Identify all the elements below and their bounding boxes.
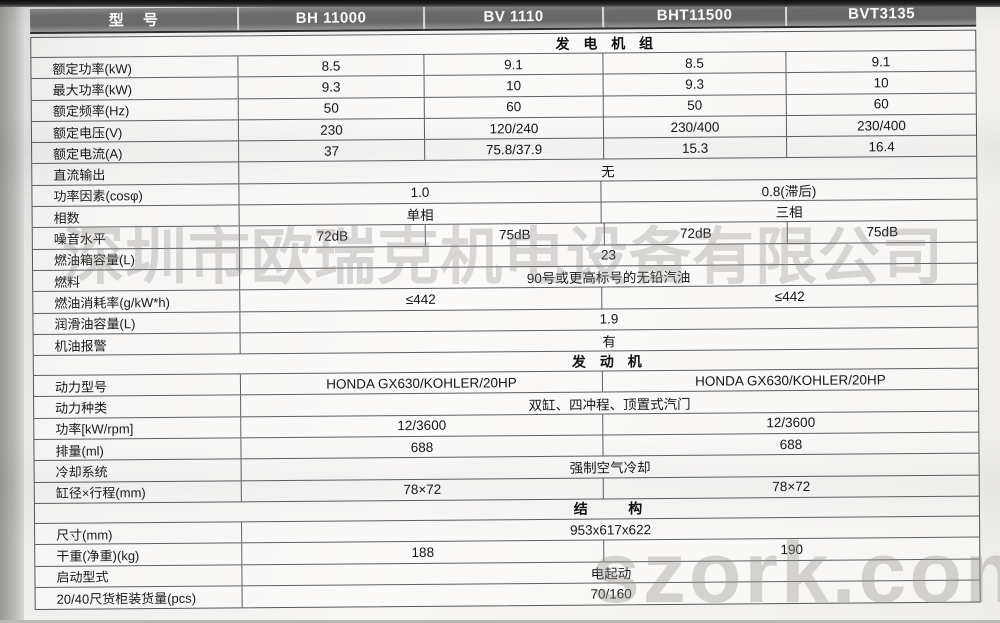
- section-spacer: [35, 502, 242, 523]
- spec-value: 230: [238, 118, 426, 141]
- row-label: 噪音水平: [32, 226, 240, 249]
- section-spacer: [31, 36, 238, 57]
- spec-value: 16.4: [868, 139, 895, 155]
- spec-value: HONDA GX630/KOHLER/20HP: [240, 371, 604, 395]
- row-label: 相数: [32, 205, 240, 228]
- header-model-bv1110: BV 1110: [422, 4, 603, 29]
- spec-value: 37: [239, 140, 426, 162]
- row-label: 直流输出: [32, 162, 240, 185]
- spec-value: 75dB: [425, 223, 605, 246]
- row-label: 动力种类: [34, 395, 242, 418]
- spec-value: 75.8/37.9: [425, 138, 605, 161]
- row-label: 额定频率(Hz): [31, 98, 239, 121]
- spec-value: 78×72: [241, 478, 604, 502]
- spec-value: 12/3600: [241, 414, 604, 438]
- row-label: 最大功率(kW): [31, 77, 239, 100]
- spec-value: 120/240: [424, 117, 605, 140]
- spec-value: 9.1: [424, 53, 604, 76]
- spec-value: 50: [238, 97, 425, 120]
- row-label: 动力型号: [33, 374, 242, 397]
- row-label: 润滑油容量(L): [33, 311, 241, 334]
- spec-value: 60: [424, 96, 604, 118]
- spec-value: ≤442: [774, 288, 805, 305]
- row-label: 额定电压(V): [31, 120, 240, 143]
- spec-value: 70/160: [590, 586, 632, 602]
- spec-value: 688: [241, 435, 604, 459]
- row-label: 尺寸(mm): [35, 522, 243, 545]
- row-label: 冷却系统: [34, 459, 242, 482]
- spec-value: 60: [873, 96, 889, 112]
- spec-value: 72dB: [239, 225, 426, 248]
- row-label: 功率因素(cosφ): [32, 184, 240, 207]
- spec-value: 50: [603, 94, 787, 117]
- spec-value: 75dB: [866, 224, 899, 240]
- spec-value: 8.5: [603, 52, 787, 74]
- spec-value: ≤442: [240, 287, 603, 311]
- row-label: 20/40尺货柜装货量(pcs): [35, 586, 243, 610]
- spec-value: 三相: [775, 205, 803, 221]
- spec-value: 8.5: [238, 54, 425, 77]
- header-model-bh11000: BH 11000: [236, 5, 424, 31]
- spec-value: 12/3600: [766, 415, 816, 431]
- spec-value: 9.3: [238, 76, 425, 98]
- scan-top-edge: [0, 0, 1000, 7]
- row-label: 启动型式: [35, 564, 243, 587]
- spec-value: 688: [779, 436, 803, 452]
- spec-value: 9.3: [603, 73, 787, 96]
- spec-table: 型 号 BH 11000 BV 1110 BHT11500 BVT3135 发 …: [30, 1, 981, 611]
- row-label: 燃料: [33, 269, 241, 292]
- row-label: 额定电流(A): [32, 141, 240, 164]
- row-label: 排量(ml): [34, 438, 242, 461]
- spec-value: 10: [873, 75, 889, 91]
- row-label: 干重(净重)(kg): [35, 543, 243, 566]
- spec-value: 10: [424, 74, 604, 97]
- row-label: 燃油箱容量(L): [32, 248, 241, 270]
- row-label: 缸径×行程(mm): [34, 480, 242, 503]
- spec-value: HONDA GX630/KOHLER/20HP: [695, 372, 886, 389]
- spec-value: 188: [242, 540, 605, 564]
- table-body: 发 电 机 组 额定功率(kW) 8.5 9.1 8.5 9.1 最大功率(kW…: [30, 29, 981, 611]
- spec-value: 1.0: [239, 181, 602, 205]
- header-model-label: 型 号: [108, 11, 159, 30]
- section-spacer: [34, 355, 241, 376]
- scan-left-edge: [0, 0, 24, 620]
- spec-value: 230/400: [856, 117, 906, 134]
- spec-value: 0.8(滞后): [761, 183, 817, 200]
- row-label: 额定功率(kW): [31, 56, 239, 79]
- spec-value: 15.3: [604, 137, 788, 159]
- spec-value: 9.1: [871, 53, 891, 70]
- spec-value: 单相: [239, 202, 602, 226]
- spec-value: 78×72: [772, 479, 811, 495]
- row-label: 功率[kW/rpm]: [34, 417, 242, 440]
- spec-value: 72dB: [604, 222, 788, 245]
- row-label: 机油报警: [33, 333, 241, 356]
- spec-value: 190: [780, 541, 804, 557]
- spec-value: 230/400: [603, 115, 788, 138]
- row-label: 燃油消耗率(g/kW*h): [33, 290, 241, 313]
